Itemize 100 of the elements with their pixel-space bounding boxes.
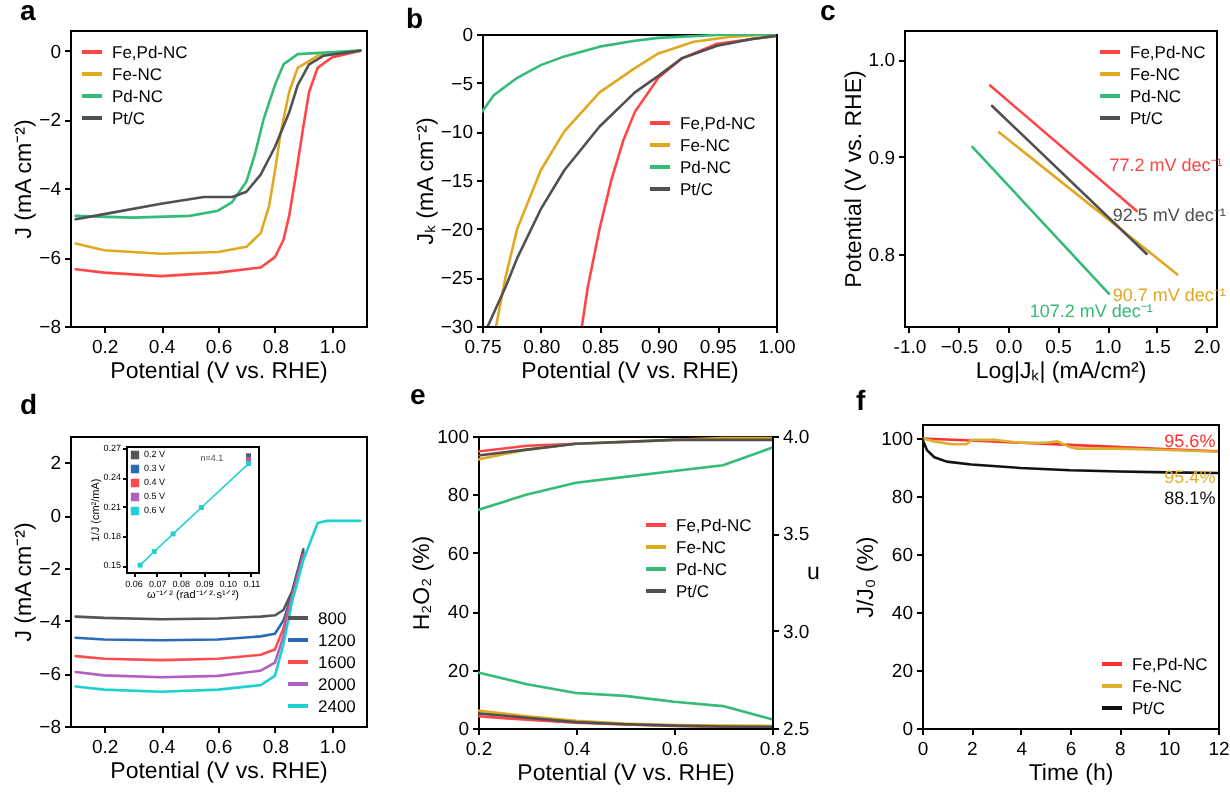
y2-tick-label: 4.0 <box>783 427 810 449</box>
legend-label: Fe-NC <box>680 135 731 155</box>
x-tick-label: 0.0 <box>995 337 1023 359</box>
x-tick-label: 0.4 <box>148 337 176 359</box>
x-tick-label: 8 <box>1115 739 1126 761</box>
legend-label: Fe-NC <box>112 64 163 84</box>
y-tick-label: 40 <box>447 602 469 625</box>
line-series <box>74 519 362 694</box>
x-tick-label: −0.5 <box>940 337 979 359</box>
legend-label: Pt/C <box>676 581 710 601</box>
x-tick-label: 0.5 <box>1045 337 1072 359</box>
y2-tick-label: 2.5 <box>783 719 810 741</box>
x-tick-label: 10 <box>1159 739 1181 761</box>
annotation: 88.1% <box>1164 488 1216 509</box>
x-axis-title: Potential (V vs. RHE) <box>517 762 735 786</box>
y-tick-label: 60 <box>447 543 469 566</box>
y-tick-label: 0 <box>462 25 473 47</box>
y-tick-label: 0 <box>902 719 913 741</box>
y-tick-label: 100 <box>881 429 913 452</box>
chart-title: d <box>20 388 38 420</box>
y-tick-label: −5 <box>451 73 473 96</box>
x-tick-label: 1.0 <box>1094 337 1122 359</box>
chart-title: c <box>820 0 836 26</box>
y-tick-label: −6 <box>39 248 61 271</box>
y-tick-label: −25 <box>440 268 473 291</box>
x-tick-label: 4 <box>1016 739 1027 761</box>
y-axis-title: J (mA cm⁻²) <box>13 119 38 239</box>
line-series <box>74 553 305 662</box>
legend-label: Fe-NC <box>1132 676 1183 696</box>
y-tick-label: 0.9 <box>868 147 895 170</box>
y-tick-label: −15 <box>440 171 473 193</box>
y-tick-label: 0 <box>50 41 61 64</box>
x-tick-label: 0.8 <box>262 737 290 759</box>
y-axis-title: Potential (V vs. RHE) <box>842 70 867 288</box>
annotation: 95.6% <box>1164 430 1216 451</box>
legend-label: 1200 <box>318 630 357 650</box>
legend-label: Fe,Pd-NC <box>676 515 752 535</box>
y-tick-label: −2 <box>39 110 61 133</box>
x-tick-label: 12 <box>1208 739 1230 761</box>
x-tick-label: 1.0 <box>319 337 347 359</box>
x-tick-label: 0.2 <box>465 739 493 761</box>
legend-label: Fe,Pd-NC <box>680 113 756 133</box>
chart-title: f <box>856 384 866 416</box>
x-tick-label: 0.2 <box>91 737 119 759</box>
legend-label: Pd-NC <box>1130 86 1182 106</box>
line-series <box>137 461 252 568</box>
x-axis-title: Log|Jₖ| (mA/cm²) <box>975 360 1147 384</box>
y2-tick-label: 3.0 <box>783 621 810 644</box>
y-tick-label: −30 <box>440 317 473 339</box>
legend-label: Fe,Pd-NC <box>1130 42 1206 62</box>
chart-title: b <box>406 2 424 34</box>
y2-axis-title: u <box>807 561 820 585</box>
y-tick-label: −10 <box>440 122 473 145</box>
legend-label: Fe-NC <box>1130 64 1181 84</box>
y-tick-label: −2 <box>39 558 61 581</box>
legend-label: 2400 <box>318 696 357 716</box>
y-tick-label: 20 <box>891 661 913 684</box>
y-axis-title: J/J₀ (%) <box>855 536 880 618</box>
y-tick-label: 0 <box>50 506 61 529</box>
x-tick-label: 0.6 <box>205 337 233 359</box>
legend-label: Pt/C <box>1130 108 1164 128</box>
x-axis-title: Potential (V vs. RHE) <box>110 360 328 384</box>
x-tick-label: 2.0 <box>1193 337 1221 359</box>
x-tick-label: 2 <box>967 739 978 761</box>
y-tick-label: 80 <box>891 487 913 510</box>
x-tick-label: 6 <box>1065 739 1077 761</box>
line-series <box>74 548 305 621</box>
x-tick-label: 0.4 <box>148 737 176 759</box>
line-series <box>74 550 305 642</box>
y-tick-label: 2 <box>50 453 61 476</box>
x-tick-label: 1.00 <box>758 337 796 359</box>
x-tick-label: 0.90 <box>640 337 678 359</box>
point <box>137 562 143 568</box>
x-tick-label: 0 <box>917 739 929 761</box>
x-tick-label: 0.75 <box>464 337 502 359</box>
x-tick-label: 0.95 <box>699 337 737 359</box>
y-tick-label: 1.0 <box>868 50 895 73</box>
legend-label: Fe-NC <box>676 537 727 557</box>
legend-label: Pt/C <box>112 108 146 128</box>
x-tick-label: 0.85 <box>582 337 620 359</box>
legend-label: Pt/C <box>1132 698 1166 718</box>
x-axis-title: Potential (V vs. RHE) <box>110 760 328 784</box>
legend-label: Pd-NC <box>112 86 164 106</box>
x-tick-label: 1.0 <box>319 737 347 759</box>
y-tick-label: −8 <box>39 717 61 739</box>
x-tick-label: 0.8 <box>262 337 290 359</box>
x-axis-title: Potential (V vs. RHE) <box>521 360 739 384</box>
y-tick-label: 0 <box>458 719 469 741</box>
line-series <box>74 555 305 679</box>
chart-title: a <box>20 0 36 26</box>
y2-tick-label: 3.5 <box>783 524 810 547</box>
y-axis-title: Jₖ (mA cm⁻²) <box>414 117 439 245</box>
y-tick-label: −4 <box>39 611 61 634</box>
y-tick-label: 40 <box>891 603 913 626</box>
legend-label: Pt/C <box>680 179 714 199</box>
y-tick-label: −20 <box>440 219 473 242</box>
legend-label: Pd-NC <box>680 157 732 177</box>
y-tick-label: 80 <box>447 485 469 508</box>
y-tick-label: −6 <box>39 664 61 687</box>
x-axis-title: Time (h) <box>1028 762 1114 786</box>
